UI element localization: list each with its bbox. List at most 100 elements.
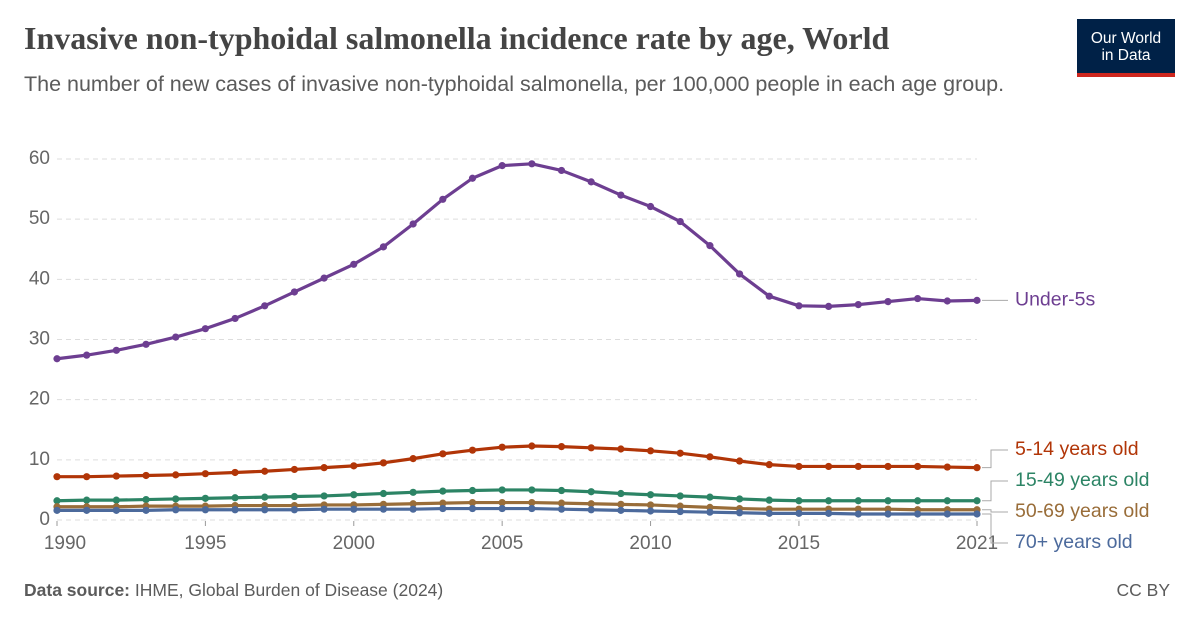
y-tick-label: 10 xyxy=(29,449,50,470)
data-point xyxy=(409,488,417,496)
data-point xyxy=(112,506,120,514)
data-point xyxy=(914,294,922,303)
source: Data source: IHME, Global Burden of Dise… xyxy=(24,580,443,601)
data-point xyxy=(825,509,833,517)
data-point xyxy=(914,510,922,518)
x-tick-label: 2010 xyxy=(629,533,671,554)
legend-connector xyxy=(982,449,1008,469)
legend-label: 5-14 years old xyxy=(1015,438,1139,460)
data-point xyxy=(825,462,833,471)
data-point xyxy=(261,467,269,475)
logo-line: in Data xyxy=(1101,47,1151,64)
x-tick-label: 2015 xyxy=(778,533,820,554)
data-point xyxy=(53,355,61,363)
series-line xyxy=(57,500,977,512)
data-point xyxy=(142,471,150,480)
data-point xyxy=(646,491,655,499)
data-point xyxy=(854,497,862,505)
data-point xyxy=(587,178,595,186)
data-point xyxy=(409,500,417,508)
data-point xyxy=(825,497,833,505)
data-point xyxy=(706,242,714,250)
data-point xyxy=(676,217,684,226)
data-point xyxy=(409,505,417,513)
data-point xyxy=(290,465,299,474)
data-point xyxy=(973,464,981,472)
data-point xyxy=(172,495,180,503)
y-tick-label: 50 xyxy=(29,208,50,229)
data-point xyxy=(201,325,209,333)
data-point xyxy=(112,472,120,480)
data-point xyxy=(706,493,714,501)
data-point xyxy=(557,505,566,513)
data-point xyxy=(439,195,447,203)
data-point xyxy=(83,351,91,359)
y-tick-label: 0 xyxy=(39,509,50,530)
data-point xyxy=(884,510,892,518)
legend-connector xyxy=(982,513,1008,544)
data-point xyxy=(350,260,358,268)
legend-label: 50-69 years old xyxy=(1015,500,1149,522)
data-point xyxy=(854,462,862,471)
data-point xyxy=(201,470,209,478)
y-tick-label: 20 xyxy=(29,389,50,410)
data-point xyxy=(142,340,150,348)
data-point xyxy=(617,500,625,508)
data-point xyxy=(528,160,536,168)
data-point xyxy=(439,504,447,513)
x-tick-label: 2005 xyxy=(481,533,523,554)
data-point xyxy=(83,506,91,514)
data-point xyxy=(350,491,358,499)
data-point xyxy=(795,497,803,505)
data-point xyxy=(290,492,299,501)
data-point xyxy=(795,462,803,471)
data-point xyxy=(646,202,655,211)
data-point xyxy=(884,497,892,505)
data-point xyxy=(112,496,120,504)
data-point xyxy=(201,506,209,514)
data-point xyxy=(735,457,744,465)
data-point xyxy=(468,174,477,182)
data-point xyxy=(825,302,833,311)
data-point xyxy=(943,297,951,305)
series-line xyxy=(56,162,978,361)
data-point xyxy=(528,486,536,494)
data-point xyxy=(676,449,684,457)
logo[interactable]: Our World in Data xyxy=(1077,19,1175,77)
data-point xyxy=(53,473,61,481)
data-point xyxy=(528,442,536,450)
data-point xyxy=(320,505,328,513)
data-point xyxy=(172,471,180,479)
data-point xyxy=(646,501,655,509)
legend-label: 15-49 years old xyxy=(1015,469,1149,491)
x-tick-label: 2021 xyxy=(956,533,998,554)
data-point xyxy=(706,453,714,461)
data-point xyxy=(261,493,269,501)
data-point xyxy=(973,510,981,518)
data-point xyxy=(379,505,388,513)
data-point xyxy=(320,492,328,500)
license[interactable]: CC BY xyxy=(1116,580,1170,600)
data-point xyxy=(231,468,239,477)
data-point xyxy=(320,464,328,472)
legend-connector xyxy=(982,509,1008,513)
y-tick-label: 60 xyxy=(29,148,50,169)
data-point xyxy=(528,504,536,513)
data-point xyxy=(854,301,862,309)
data-point xyxy=(201,494,209,502)
data-point xyxy=(557,442,566,451)
data-point xyxy=(884,297,892,306)
data-point xyxy=(587,500,595,508)
data-point xyxy=(498,504,506,513)
data-point xyxy=(706,508,714,516)
data-point xyxy=(231,494,239,502)
data-point xyxy=(646,507,655,515)
data-point xyxy=(557,166,566,175)
data-point xyxy=(735,495,744,503)
y-tick-label: 30 xyxy=(29,329,50,350)
data-point xyxy=(943,497,951,505)
data-point xyxy=(765,292,773,300)
data-point xyxy=(290,506,299,514)
